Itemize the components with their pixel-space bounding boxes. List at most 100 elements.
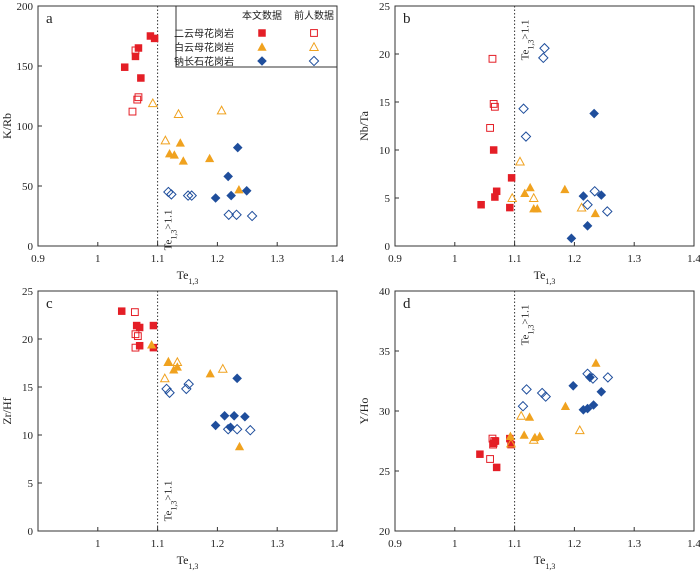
data-point-diamond-open <box>164 387 175 399</box>
data-point-triangle-filled <box>525 182 535 192</box>
data-point-diamond-filled <box>578 191 589 201</box>
data-point-diamond-filled <box>568 381 579 391</box>
data-point-triangle-filled <box>205 368 215 378</box>
data-point-diamond-open <box>582 199 593 211</box>
x-tick-label: 1.2 <box>211 538 225 550</box>
data-point-diamond-open <box>540 391 552 402</box>
data-point-diamond-open <box>183 378 195 390</box>
y-tick-label: 150 <box>17 61 34 73</box>
data-point-triangle-filled <box>520 188 530 197</box>
data-point-square-filled <box>492 463 501 472</box>
data-point-square-filled <box>477 200 485 209</box>
x-tick-label: 1.1 <box>508 253 522 265</box>
x-axis-label: Te1,3 <box>177 268 199 286</box>
y-tick-label: 200 <box>17 1 34 13</box>
data-point-diamond-open <box>186 190 197 201</box>
data-point-diamond-open <box>223 209 235 221</box>
data-point-square-open <box>133 95 142 104</box>
data-point-diamond-open <box>163 186 174 198</box>
data-point-diamond-open <box>537 52 549 64</box>
data-point-square-open <box>488 54 497 63</box>
data-point-triangle-filled <box>169 150 179 159</box>
data-point-diamond-open <box>602 372 614 383</box>
legend-marker-diamond-open <box>308 55 320 67</box>
x-tick-label: 0.9 <box>31 253 45 265</box>
x-tick-label: 1.4 <box>687 253 700 265</box>
data-point-triangle-open <box>147 97 158 108</box>
data-point-diamond-open <box>246 210 258 222</box>
data-series <box>518 42 613 217</box>
data-series <box>163 186 258 222</box>
reference-label: Te1,3>1.1 <box>520 20 536 61</box>
data-point-triangle-open <box>507 192 518 202</box>
x-tick-label: 1.1 <box>151 253 165 265</box>
data-point-diamond-filled <box>589 108 599 119</box>
data-series <box>477 146 516 212</box>
data-point-triangle-open <box>172 356 183 366</box>
data-point-diamond-filled <box>232 373 242 384</box>
data-point-triangle-filled <box>205 153 215 163</box>
data-point-triangle-open <box>216 105 227 115</box>
data-series <box>147 340 245 451</box>
data-series <box>147 97 227 145</box>
data-point-triangle-filled <box>234 441 245 451</box>
data-series <box>568 372 607 415</box>
chart-panel-b: 0.9 1 1.1 1.2 1.3 1.4 0 5 10 15 20 25 b Te1,3 Nb/Ta Te1… <box>357 1 700 286</box>
x-axis-label: Te1,3 <box>534 553 556 571</box>
x-tick-label: 1 <box>452 538 458 550</box>
data-point-diamond-open <box>521 384 532 395</box>
y-axis-label: Y/Ho <box>357 398 371 425</box>
data-series <box>505 410 585 448</box>
data-point-triangle-open <box>159 373 170 383</box>
y-tick-label: 30 <box>379 406 391 418</box>
y-tick-label: 25 <box>379 1 391 13</box>
data-point-triangle-open <box>217 363 228 373</box>
y-tick-label: 10 <box>22 430 34 442</box>
data-series <box>520 182 600 218</box>
data-point-diamond-filled <box>219 411 230 421</box>
data-series <box>159 356 228 383</box>
data-point-diamond-filled <box>232 142 243 153</box>
panel-letter: b <box>403 11 411 27</box>
chart-panel-c: 1 1.1 1.2 1.3 1.4 0 5 10 15 20 25 c Te1,3 Zr/Hf Te1,3>… <box>0 286 344 571</box>
legend-marker-triangle-filled <box>257 42 267 51</box>
data-point-diamond-open <box>520 131 532 142</box>
data-point-square-open <box>131 46 140 55</box>
x-tick-label: 1 <box>95 253 101 265</box>
y-tick-label: 0 <box>28 526 34 538</box>
x-tick-label: 0.9 <box>388 538 402 550</box>
data-point-diamond-open <box>589 185 601 197</box>
data-point-square-filled <box>137 74 145 82</box>
data-point-triangle-filled <box>519 430 529 439</box>
data-point-triangle-open <box>576 202 587 212</box>
legend-header-prev: 前人数据 <box>294 9 334 22</box>
panel-letter: c <box>46 296 53 312</box>
data-point-diamond-filled <box>596 190 607 200</box>
data-point-square-open <box>486 455 494 463</box>
data-point-triangle-filled <box>234 185 244 194</box>
legend-marker-triangle-open <box>308 41 320 51</box>
data-point-square-filled <box>489 146 498 154</box>
y-tick-label: 0 <box>385 241 391 253</box>
data-point-triangle-filled <box>178 156 188 165</box>
data-point-square-open <box>128 107 137 116</box>
data-point-diamond-filled <box>596 387 607 397</box>
data-point-diamond-filled <box>210 193 221 203</box>
legend-label: 白云母花岗岩 <box>174 41 234 54</box>
y-tick-label: 20 <box>379 526 391 538</box>
panel-letter: a <box>46 11 53 27</box>
chart-panel-d: 0.9 1 1.1 1.2 1.3 1.4 20 25 30 35 40 d Te1,3 Y/Ho Te1,… <box>357 286 700 571</box>
data-point-square-filled <box>507 174 516 182</box>
data-point-square-filled <box>131 52 140 61</box>
y-axis-label: Nb/Ta <box>357 110 371 140</box>
data-point-triangle-filled <box>591 358 601 367</box>
data-point-triangle-filled <box>163 357 173 366</box>
data-point-diamond-filled <box>578 405 589 415</box>
legend-label: 钠长石花岗岩 <box>174 55 234 68</box>
x-tick-label: 1.2 <box>568 538 582 550</box>
data-point-diamond-open <box>539 42 550 54</box>
data-point-triangle-filled <box>590 208 600 218</box>
y-tick-label: 25 <box>379 466 391 478</box>
data-series <box>517 368 614 412</box>
x-axis-label: Te1,3 <box>534 268 556 286</box>
